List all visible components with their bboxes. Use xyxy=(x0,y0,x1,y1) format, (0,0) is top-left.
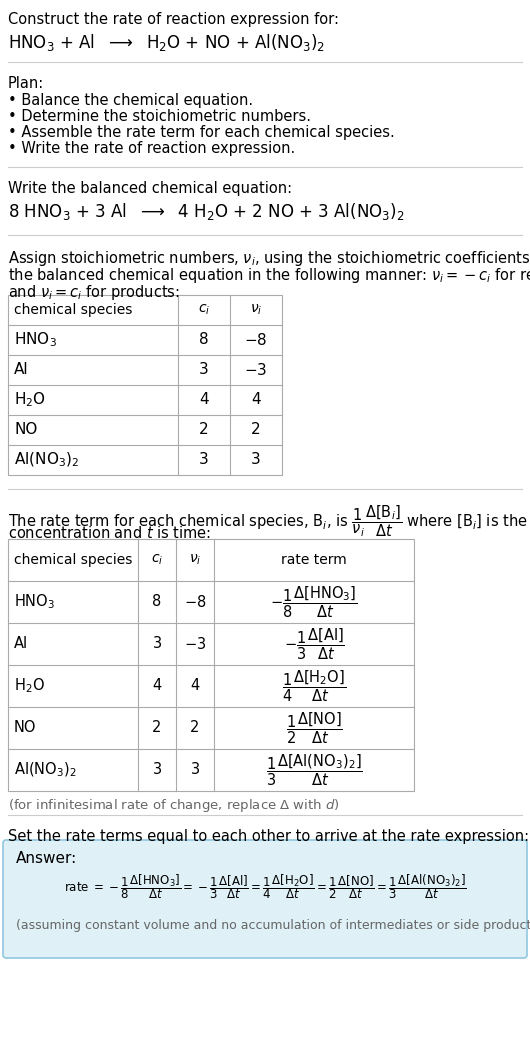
Text: $\dfrac{1}{4}\dfrac{\Delta[\mathrm{H_2O}]}{\Delta t}$: $\dfrac{1}{4}\dfrac{\Delta[\mathrm{H_2O}… xyxy=(282,668,346,703)
Text: 8: 8 xyxy=(153,595,162,610)
Text: $-\dfrac{1}{8}\dfrac{\Delta[\mathrm{HNO_3}]}{\Delta t}$: $-\dfrac{1}{8}\dfrac{\Delta[\mathrm{HNO_… xyxy=(270,585,358,620)
Text: 4: 4 xyxy=(199,393,209,407)
Text: • Assemble the rate term for each chemical species.: • Assemble the rate term for each chemic… xyxy=(8,125,395,140)
Text: $-8$: $-8$ xyxy=(244,332,268,348)
Text: HNO$_3$: HNO$_3$ xyxy=(14,330,57,349)
Text: 3: 3 xyxy=(190,763,200,777)
Text: H$_2$O: H$_2$O xyxy=(14,676,45,695)
Text: $\nu_i$: $\nu_i$ xyxy=(189,553,201,567)
Text: 8 HNO$_3$ + 3 Al  $\longrightarrow$  4 H$_2$O + 2 NO + 3 Al(NO$_3$)$_2$: 8 HNO$_3$ + 3 Al $\longrightarrow$ 4 H$_… xyxy=(8,201,404,222)
Text: • Write the rate of reaction expression.: • Write the rate of reaction expression. xyxy=(8,141,295,156)
Text: Construct the rate of reaction expression for:: Construct the rate of reaction expressio… xyxy=(8,13,339,27)
Bar xyxy=(8,295,282,475)
Text: $-3$: $-3$ xyxy=(184,636,206,652)
Text: 3: 3 xyxy=(153,763,162,777)
Text: 2: 2 xyxy=(199,422,209,438)
Text: The rate term for each chemical species, B$_i$, is $\dfrac{1}{\nu_i}\dfrac{\Delt: The rate term for each chemical species,… xyxy=(8,503,530,539)
Text: 4: 4 xyxy=(190,678,200,694)
Text: 2: 2 xyxy=(152,720,162,736)
Text: chemical species: chemical species xyxy=(14,553,132,567)
Text: Assign stoichiometric numbers, $\nu_i$, using the stoichiometric coefficients, $: Assign stoichiometric numbers, $\nu_i$, … xyxy=(8,249,530,268)
Text: and $\nu_i = c_i$ for products:: and $\nu_i = c_i$ for products: xyxy=(8,283,180,302)
Text: $-\dfrac{1}{3}\dfrac{\Delta[\mathrm{Al}]}{\Delta t}$: $-\dfrac{1}{3}\dfrac{\Delta[\mathrm{Al}]… xyxy=(284,626,344,662)
Text: NO: NO xyxy=(14,720,37,736)
Text: Plan:: Plan: xyxy=(8,76,44,91)
Text: • Determine the stoichiometric numbers.: • Determine the stoichiometric numbers. xyxy=(8,109,311,124)
Text: $\nu_i$: $\nu_i$ xyxy=(250,303,262,317)
Text: the balanced chemical equation in the following manner: $\nu_i = -c_i$ for react: the balanced chemical equation in the fo… xyxy=(8,266,530,286)
Text: rate term: rate term xyxy=(281,553,347,567)
Text: • Balance the chemical equation.: • Balance the chemical equation. xyxy=(8,93,253,108)
Text: Al(NO$_3$)$_2$: Al(NO$_3$)$_2$ xyxy=(14,451,79,469)
Text: rate $= -\dfrac{1}{8}\dfrac{\Delta[\mathrm{HNO_3}]}{\Delta t} = -\dfrac{1}{3}\df: rate $= -\dfrac{1}{8}\dfrac{\Delta[\math… xyxy=(64,872,466,901)
Text: 3: 3 xyxy=(153,637,162,651)
Text: Answer:: Answer: xyxy=(16,851,77,866)
FancyBboxPatch shape xyxy=(3,840,527,958)
Text: 4: 4 xyxy=(251,393,261,407)
Text: $c_i$: $c_i$ xyxy=(151,553,163,567)
Text: $-8$: $-8$ xyxy=(184,594,206,610)
Text: 2: 2 xyxy=(251,422,261,438)
Text: 3: 3 xyxy=(199,363,209,377)
Text: NO: NO xyxy=(14,422,38,438)
Text: 8: 8 xyxy=(199,332,209,347)
Text: Al(NO$_3$)$_2$: Al(NO$_3$)$_2$ xyxy=(14,761,77,779)
Text: $c_i$: $c_i$ xyxy=(198,303,210,317)
Text: 3: 3 xyxy=(251,452,261,468)
Text: $\dfrac{1}{2}\dfrac{\Delta[\mathrm{NO}]}{\Delta t}$: $\dfrac{1}{2}\dfrac{\Delta[\mathrm{NO}]}… xyxy=(286,711,342,746)
Text: 4: 4 xyxy=(153,678,162,694)
Text: HNO$_3$ + Al  $\longrightarrow$  H$_2$O + NO + Al(NO$_3$)$_2$: HNO$_3$ + Al $\longrightarrow$ H$_2$O + … xyxy=(8,32,325,53)
Text: H$_2$O: H$_2$O xyxy=(14,391,46,410)
Text: concentration and $t$ is time:: concentration and $t$ is time: xyxy=(8,525,211,541)
Text: (assuming constant volume and no accumulation of intermediates or side products): (assuming constant volume and no accumul… xyxy=(16,919,530,932)
Text: Al: Al xyxy=(14,363,29,377)
Text: 2: 2 xyxy=(190,720,200,736)
Text: HNO$_3$: HNO$_3$ xyxy=(14,593,55,612)
Text: (for infinitesimal rate of change, replace $\Delta$ with $d$): (for infinitesimal rate of change, repla… xyxy=(8,797,340,814)
Text: $-3$: $-3$ xyxy=(244,362,268,378)
Bar xyxy=(8,539,414,791)
Text: Write the balanced chemical equation:: Write the balanced chemical equation: xyxy=(8,181,292,196)
Text: Al: Al xyxy=(14,637,28,651)
Text: chemical species: chemical species xyxy=(14,303,132,317)
Text: $\dfrac{1}{3}\dfrac{\Delta[\mathrm{Al(NO_3)_2}]}{\Delta t}$: $\dfrac{1}{3}\dfrac{\Delta[\mathrm{Al(NO… xyxy=(266,752,363,788)
Text: Set the rate terms equal to each other to arrive at the rate expression:: Set the rate terms equal to each other t… xyxy=(8,829,529,844)
Text: 3: 3 xyxy=(199,452,209,468)
